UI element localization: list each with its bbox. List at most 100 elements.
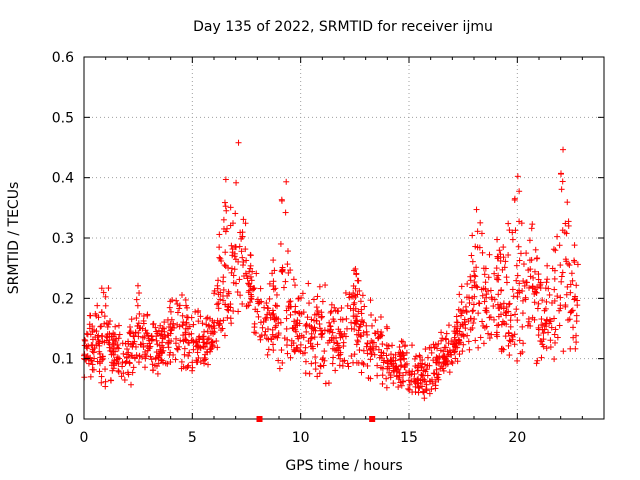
data-point [174,345,181,352]
data-point [302,358,309,365]
data-point [470,301,477,308]
data-point [97,323,104,330]
data-point [551,275,558,282]
data-point [411,375,418,382]
data-point [313,304,320,311]
data-point [571,242,578,249]
data-point [506,300,513,307]
data-point [303,328,310,335]
data-point [401,363,408,370]
data-point [422,346,429,353]
data-point [485,330,492,337]
data-point [215,291,222,298]
data-point [434,345,441,352]
axis-markers [256,416,376,422]
data-point [443,336,450,343]
data-point [308,360,315,367]
data-point [540,330,547,337]
data-point [197,358,204,365]
data-point [406,386,413,393]
data-point [533,289,540,296]
data-point [314,307,321,314]
data-point [501,264,508,271]
data-point [253,270,260,277]
data-point [225,288,232,295]
data-point [160,347,167,354]
data-point [264,326,271,333]
data-point [352,285,359,292]
data-point [328,336,335,343]
data-point [539,341,546,348]
data-point [123,354,130,361]
data-point [167,359,174,366]
data-point [177,337,184,344]
data-point [233,280,240,287]
data-point [326,319,333,326]
data-point [129,369,136,376]
data-point [140,312,147,319]
data-point [438,337,445,344]
data-point [251,320,258,327]
data-point [487,314,494,321]
data-point [355,308,362,315]
data-point [114,356,121,363]
data-point [165,340,172,347]
data-point [270,257,277,264]
data-point [184,364,191,371]
data-point [195,307,202,314]
data-point [215,277,222,284]
data-point [473,264,480,271]
data-point [558,186,565,193]
data-point [205,361,212,368]
data-point [327,309,334,316]
data-point [372,317,379,324]
data-point [503,274,510,281]
data-point [269,326,276,333]
data-point [370,339,377,346]
data-point [306,370,313,377]
data-point [368,312,375,319]
data-point [271,315,278,322]
data-point [383,384,390,391]
data-point [530,274,537,281]
data-point [100,289,107,296]
data-point [469,258,476,265]
data-point [235,308,242,315]
data-point [129,343,136,350]
data-point [322,282,329,289]
data-point [284,248,291,255]
data-point [456,351,463,358]
data-point [141,333,148,340]
data-point [533,360,540,367]
data-point [98,309,105,316]
data-point [529,284,536,291]
data-point [532,289,539,296]
data-point [441,354,448,361]
data-point [199,320,206,327]
data-point [556,322,563,329]
data-point [546,320,553,327]
data-point [131,338,138,345]
data-point [151,362,158,369]
x-tick-label: 20 [508,430,526,446]
axis-ticks: 0 0.1 0.2 0.3 0.4 0.5 0.6 0 5 10 15 20 [52,50,604,446]
data-point [350,307,357,314]
data-point [496,247,503,254]
data-point [283,325,290,332]
data-point [292,282,299,289]
data-point [240,273,247,280]
data-point [443,330,450,337]
data-point [494,236,501,243]
data-point [390,367,397,374]
data-point [393,366,400,373]
data-point [413,353,420,360]
data-point [314,373,321,380]
data-point [465,318,472,325]
data-point [263,300,270,307]
data-point [108,351,115,358]
data-point [87,373,94,380]
data-point [532,246,539,253]
data-point [181,351,188,358]
data-point [506,337,513,344]
data-point [215,305,222,312]
